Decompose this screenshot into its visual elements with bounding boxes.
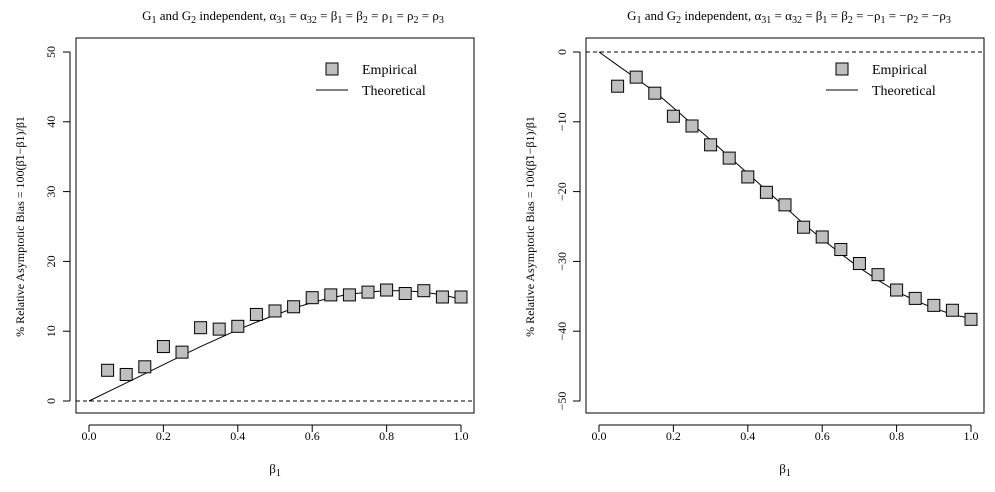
x-tick-label: 1.0 [454,429,469,443]
legend-theoretical-label: Theoretical [362,84,426,99]
y-tick-label: 0 [555,49,569,55]
chart-title: G1 and G2 independent, α31​ = α32​ = β1​… [627,8,951,26]
legend-empirical-label: Empirical [362,63,417,78]
chart-panel-2: G1 and G2 independent, α31​ = α32​ = β1​… [523,8,985,479]
empirical-point [685,119,699,133]
empirical-point [194,321,208,335]
empirical-point [871,268,885,282]
y-tick-label: 10 [44,325,58,337]
chart-title: G1 and G2 independent, α31​ = α32​ = β1​… [142,8,444,26]
x-tick-label: 0.0 [82,429,97,443]
empirical-point [759,185,773,199]
y-tick-label: −10 [555,112,569,131]
y-tick-label: 40 [44,116,58,128]
empirical-point [778,198,792,212]
x-tick-label: 0.4 [230,429,245,443]
empirical-point [927,298,941,312]
empirical-point [249,307,263,321]
y-tick-label: 30 [44,186,58,198]
empirical-point [380,283,394,297]
empirical-point [156,340,170,354]
empirical-point [212,322,226,336]
empirical-point [834,243,848,257]
empirical-point [138,360,152,374]
empirical-point [741,170,755,184]
empirical-point [119,367,133,381]
empirical-point [648,86,662,100]
empirical-point [611,79,625,93]
empirical-point [852,256,866,270]
x-tick-label: 0.6 [815,429,830,443]
plot-frame [75,37,475,414]
x-tick-label: 0.2 [666,429,681,443]
empirical-point [175,345,189,359]
empirical-point [268,304,282,318]
x-tick-label: 1.0 [964,429,979,443]
legend-empirical-label: Empirical [872,63,927,78]
empirical-point [417,284,431,298]
y-tick-label: −40 [555,322,569,341]
empirical-point [342,288,356,302]
chart-panel-1: G1 and G2 independent, α31​ = α32​ = β1​… [13,8,475,479]
empirical-point [435,290,449,304]
empirical-point [398,287,412,301]
x-tick-label: 0.0 [592,429,607,443]
x-tick-label: 0.4 [740,429,755,443]
empirical-point [797,220,811,234]
x-tick-label: 0.6 [305,429,320,443]
y-tick-label: 0 [44,398,58,404]
y-tick-label: 50 [44,46,58,58]
x-tick-label: 0.2 [156,429,171,443]
empirical-point [287,300,301,314]
empirical-point [945,303,959,317]
plot-frame [585,37,985,414]
y-tick-label: 20 [44,255,58,267]
empirical-point [722,151,736,165]
empirical-point [231,319,245,333]
empirical-point [324,288,338,302]
y-tick-label: −20 [555,182,569,201]
empirical-point [454,290,468,304]
empirical-point [815,230,829,244]
empirical-point [629,70,643,84]
legend-empirical-marker [835,62,849,76]
empirical-point [101,363,115,377]
empirical-point [361,285,375,299]
empirical-point [704,138,718,152]
empirical-point [666,109,680,123]
empirical-point [890,283,904,297]
y-axis-label: % Relative Asymptotic Bias = 100(β̃1−β1)… [523,116,537,337]
legend-empirical-marker [325,62,339,76]
empirical-point [964,312,978,326]
empirical-point [305,291,319,305]
x-axis-label: β1​ [269,461,281,479]
y-axis-label: % Relative Asymptotic Bias = 100(β̃1−β1)… [13,116,27,337]
empirical-point [908,291,922,305]
x-tick-label: 0.8 [379,429,394,443]
legend-theoretical-label: Theoretical [872,84,936,99]
x-tick-label: 0.8 [889,429,904,443]
y-tick-label: −50 [555,392,569,411]
x-axis-label: β1​ [779,461,791,479]
y-tick-label: −30 [555,252,569,271]
